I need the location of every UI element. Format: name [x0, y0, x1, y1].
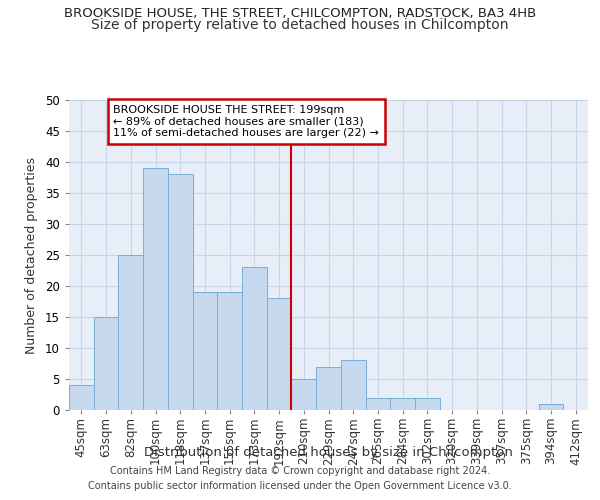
Y-axis label: Number of detached properties: Number of detached properties [25, 156, 38, 354]
Bar [242, 268, 267, 410]
Bar [143, 168, 168, 410]
Text: BROOKSIDE HOUSE, THE STREET, CHILCOMPTON, RADSTOCK, BA3 4HB: BROOKSIDE HOUSE, THE STREET, CHILCOMPTON… [64, 8, 536, 20]
Bar [193, 292, 217, 410]
Bar [267, 298, 292, 410]
Bar [217, 292, 242, 410]
Bar [316, 366, 341, 410]
Bar [94, 317, 118, 410]
Text: BROOKSIDE HOUSE THE STREET: 199sqm
← 89% of detached houses are smaller (183)
11: BROOKSIDE HOUSE THE STREET: 199sqm ← 89%… [113, 105, 379, 138]
Bar [69, 385, 94, 410]
Text: Distribution of detached houses by size in Chilcompton: Distribution of detached houses by size … [145, 446, 513, 459]
Text: Size of property relative to detached houses in Chilcompton: Size of property relative to detached ho… [91, 18, 509, 32]
Bar [341, 360, 365, 410]
Text: Contains public sector information licensed under the Open Government Licence v3: Contains public sector information licen… [88, 481, 512, 491]
Bar [365, 398, 390, 410]
Bar [292, 379, 316, 410]
Bar [539, 404, 563, 410]
Bar [390, 398, 415, 410]
Bar [415, 398, 440, 410]
Bar [168, 174, 193, 410]
Bar [118, 255, 143, 410]
Text: Contains HM Land Registry data © Crown copyright and database right 2024.: Contains HM Land Registry data © Crown c… [110, 466, 490, 476]
